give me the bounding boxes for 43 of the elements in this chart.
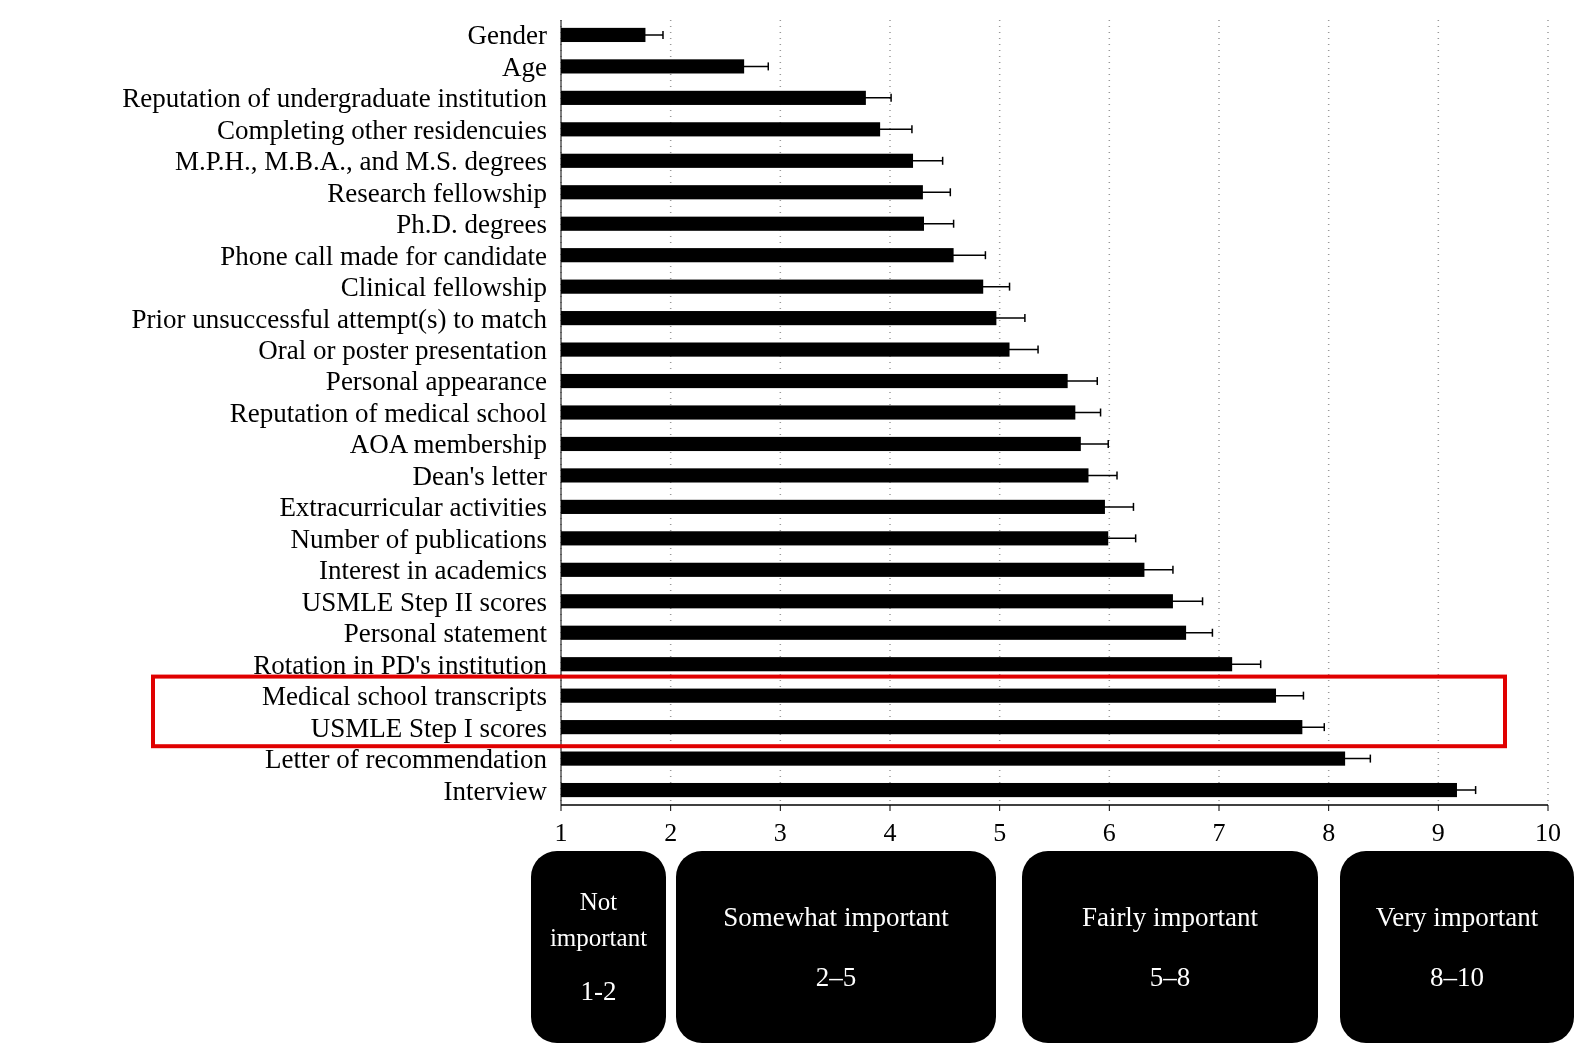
y-tick-label: Interest in academics — [319, 555, 547, 586]
y-tick-label: Reputation of medical school — [229, 397, 547, 428]
y-tick-label: Number of publications — [290, 523, 547, 554]
text: 1-2 — [580, 976, 617, 1006]
x-tick-label: 6 — [1102, 818, 1116, 847]
y-tick-label: Age — [502, 51, 548, 82]
text: Fairly important — [1081, 902, 1259, 932]
text: Somewhat important — [723, 902, 950, 932]
x-tick-label: 5 — [993, 818, 1007, 847]
y-tick-label: Interview — [443, 775, 548, 806]
x-tick-label: 3 — [773, 818, 787, 847]
text: Not important — [549, 888, 648, 951]
y-tick-label: USMLE Step I scores — [310, 712, 547, 743]
y-tick-label: Prior unsuccessful attempt(s) to match — [131, 303, 548, 334]
y-tick-label: Rotation in PD's institution — [253, 649, 548, 680]
y-tick-label: M.P.H., M.B.A., and M.S. degrees — [174, 146, 547, 177]
x-tick-label: 1 — [554, 818, 568, 847]
x-tick-label: 7 — [1212, 818, 1226, 847]
y-tick-label: Completing other residencuies — [217, 114, 547, 145]
y-tick-label: Phone call made for candidate — [220, 240, 547, 271]
y-tick-label: AOA membership — [349, 429, 547, 460]
x-tick-label: 4 — [883, 818, 897, 847]
y-tick-label: Personal statement — [343, 618, 548, 649]
x-tick-label: 9 — [1431, 818, 1445, 847]
y-tick-label: Extracurricular activities — [279, 492, 547, 523]
y-tick-label: Gender — [467, 20, 547, 51]
x-tick-label: 2 — [664, 818, 678, 847]
text: 8–10 — [1430, 962, 1484, 992]
y-tick-label: Dean's letter — [412, 460, 547, 491]
y-tick-label: USMLE Step II scores — [301, 586, 547, 617]
text: 5–8 — [1149, 962, 1191, 992]
x-tick-label: 10 — [1535, 818, 1561, 847]
x-tick-label: 8 — [1322, 818, 1336, 847]
y-tick-label: Letter of recommendation — [265, 744, 548, 775]
text: 2–5 — [815, 962, 857, 992]
y-tick-label: Research fellowship — [327, 177, 547, 208]
y-tick-label: Personal appearance — [325, 366, 547, 397]
y-tick-label: Reputation of undergraduate institution — [122, 83, 548, 114]
text: Very important — [1375, 902, 1539, 932]
y-tick-label: Ph.D. degrees — [396, 209, 547, 240]
y-tick-label: Medical school transcripts — [262, 681, 547, 712]
y-tick-label: Clinical fellowship — [340, 272, 547, 303]
y-tick-label: Oral or poster presentation — [258, 335, 548, 366]
